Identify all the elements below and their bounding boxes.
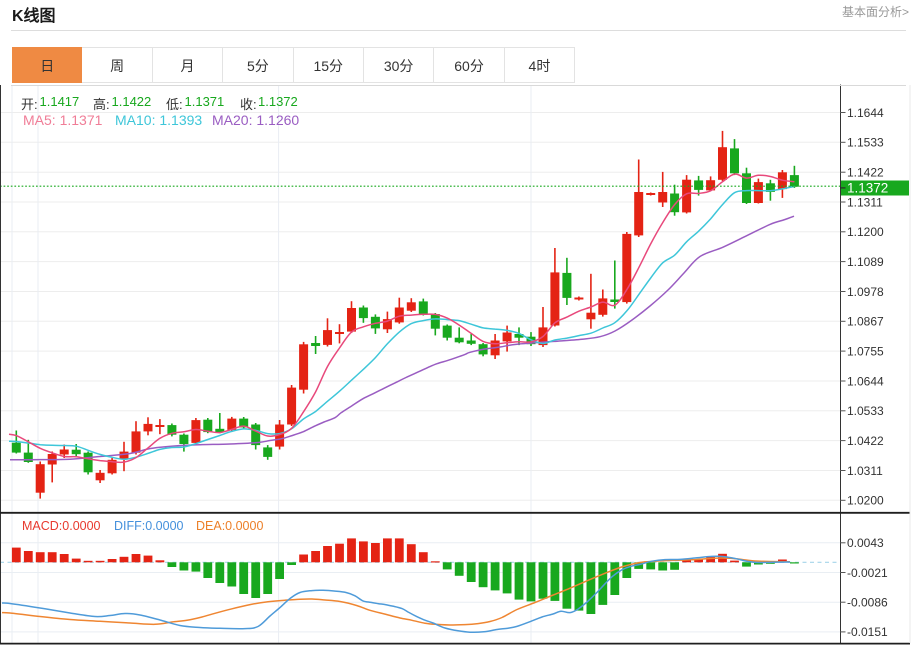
svg-text:-0.0086: -0.0086 — [847, 596, 888, 610]
svg-text:1.0422: 1.0422 — [847, 434, 884, 448]
svg-text:1.1311: 1.1311 — [847, 195, 883, 209]
svg-text:1.1089: 1.1089 — [847, 255, 884, 269]
svg-text:1.0644: 1.0644 — [847, 374, 884, 388]
svg-text:1.0200: 1.0200 — [847, 494, 884, 508]
svg-text:-0.0151: -0.0151 — [847, 625, 888, 639]
svg-text:1.1644: 1.1644 — [847, 106, 884, 120]
svg-text:1.0867: 1.0867 — [847, 315, 884, 329]
svg-text:1.0533: 1.0533 — [847, 404, 884, 418]
svg-text:1.0311: 1.0311 — [847, 464, 883, 478]
svg-text:0.0043: 0.0043 — [847, 536, 884, 550]
svg-text:-0.0021: -0.0021 — [847, 566, 888, 580]
svg-text:1.0755: 1.0755 — [847, 344, 884, 358]
svg-text:1.1200: 1.1200 — [847, 225, 884, 239]
svg-text:1.1372: 1.1372 — [847, 181, 888, 196]
svg-text:1.1422: 1.1422 — [847, 166, 884, 180]
svg-text:1.1533: 1.1533 — [847, 136, 884, 150]
svg-text:1.0978: 1.0978 — [847, 285, 884, 299]
